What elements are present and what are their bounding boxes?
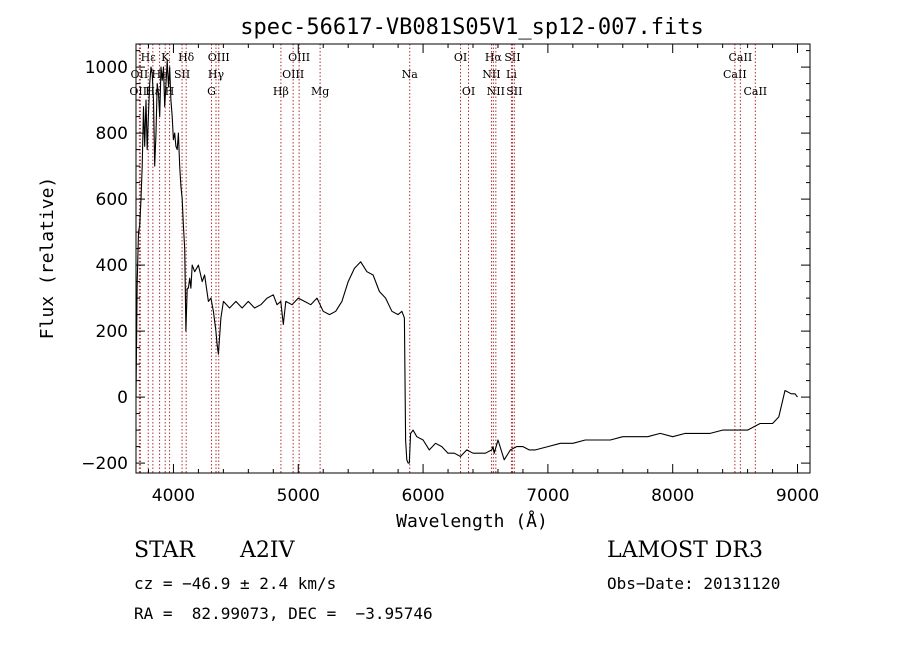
x-tick-label-3: 7000: [526, 486, 569, 506]
line-label-10: Hγ: [208, 68, 225, 81]
plot-frame: [135, 43, 811, 474]
x-tick-label-5: 9000: [776, 486, 819, 506]
line-label-1: OII: [131, 68, 149, 81]
line-label-12: Hβ: [273, 85, 289, 98]
line-label-25: CaII: [729, 51, 753, 64]
line-label-5: K: [161, 51, 170, 64]
line-label-2: OIII: [129, 85, 151, 98]
line-label-11: G: [207, 85, 216, 98]
x-axis-label: Wavelength (Å): [396, 510, 548, 532]
line-label-26: CaII: [723, 68, 747, 81]
y-tick-label-6: 1000: [85, 58, 128, 78]
series-layer: [135, 59, 798, 464]
line-label-0: Hε: [141, 51, 157, 64]
line-label-27: CaII: [743, 85, 767, 98]
object-subclass: A2IV: [240, 538, 295, 563]
line-label-9: OIII: [208, 51, 230, 64]
line-label-16: Na: [402, 68, 419, 81]
y-tick-label-4: 600: [96, 190, 128, 210]
x-tick-label-0: 4000: [152, 486, 195, 506]
y-tick-label-5: 800: [96, 124, 128, 144]
chart-title: spec-56617-VB081S05V1_sp12-007.fits: [240, 15, 704, 40]
ra-dec: RA = 82.99073, DEC = −3.95746: [134, 604, 433, 623]
line-label-22: SII: [504, 51, 520, 64]
y-axis-label: Flux (relative): [37, 177, 58, 340]
x-tick-label-2: 6000: [401, 486, 444, 506]
line-label-21: NII: [487, 85, 505, 98]
y-tick-label-0: −200: [81, 454, 128, 474]
line-label-15: Mg: [311, 85, 329, 98]
survey-name: LAMOST DR3: [607, 538, 763, 563]
line-label-17: OI: [454, 51, 467, 64]
line-label-6: H: [165, 85, 175, 98]
x-tick-label-4: 8000: [651, 486, 694, 506]
obs-date: Obs−Date: 20131120: [607, 574, 781, 593]
line-label-20: NII: [482, 68, 500, 81]
line-label-18: OI: [462, 85, 475, 98]
line-label-24: SII: [506, 85, 522, 98]
line-label-7: Hδ: [178, 51, 195, 64]
y-tick-label-2: 200: [96, 322, 128, 342]
line-label-13: OIII: [288, 51, 310, 64]
x-tick-label-1: 5000: [277, 486, 320, 506]
spectrum-series-0: [135, 59, 798, 464]
line-label-8: SII: [174, 68, 190, 81]
y-tick-label-3: 400: [96, 256, 128, 276]
axis-ticks: 4000 5000 6000 7000 8000 9000 −200 0 200 400 600 80…: [81, 44, 819, 506]
line-label-14: OIII: [282, 68, 304, 81]
line-label-19: Hα: [485, 51, 503, 64]
y-tick-label-1: 0: [117, 388, 128, 408]
line-label-23: Li: [506, 68, 517, 81]
object-class: STAR: [134, 538, 195, 563]
redshift-cz: cz = −46.9 ± 2.4 km/s: [134, 574, 337, 593]
